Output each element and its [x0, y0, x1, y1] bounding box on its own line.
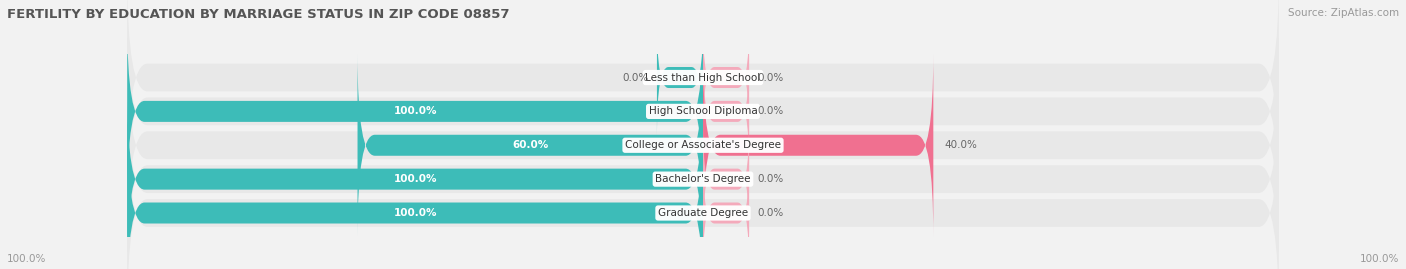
Text: High School Diploma: High School Diploma: [648, 106, 758, 116]
Text: 0.0%: 0.0%: [758, 106, 785, 116]
Text: College or Associate's Degree: College or Associate's Degree: [626, 140, 780, 150]
Text: 100.0%: 100.0%: [394, 174, 437, 184]
Text: 0.0%: 0.0%: [621, 73, 648, 83]
Text: Less than High School: Less than High School: [645, 73, 761, 83]
FancyBboxPatch shape: [127, 122, 703, 269]
Text: Source: ZipAtlas.com: Source: ZipAtlas.com: [1288, 8, 1399, 18]
FancyBboxPatch shape: [127, 20, 703, 203]
FancyBboxPatch shape: [357, 54, 703, 236]
Text: 100.0%: 100.0%: [394, 208, 437, 218]
FancyBboxPatch shape: [703, 156, 749, 269]
FancyBboxPatch shape: [703, 54, 749, 169]
FancyBboxPatch shape: [127, 7, 1279, 216]
Text: 0.0%: 0.0%: [758, 174, 785, 184]
Text: 40.0%: 40.0%: [945, 140, 977, 150]
FancyBboxPatch shape: [127, 41, 1279, 250]
Text: 60.0%: 60.0%: [512, 140, 548, 150]
FancyBboxPatch shape: [127, 75, 1279, 269]
Text: 0.0%: 0.0%: [758, 73, 785, 83]
Text: Bachelor's Degree: Bachelor's Degree: [655, 174, 751, 184]
Text: 100.0%: 100.0%: [7, 254, 46, 264]
Text: 100.0%: 100.0%: [1360, 254, 1399, 264]
Text: 0.0%: 0.0%: [758, 208, 785, 218]
FancyBboxPatch shape: [127, 0, 1279, 182]
FancyBboxPatch shape: [703, 20, 749, 135]
FancyBboxPatch shape: [127, 108, 1279, 269]
Text: Graduate Degree: Graduate Degree: [658, 208, 748, 218]
Text: 100.0%: 100.0%: [394, 106, 437, 116]
FancyBboxPatch shape: [703, 122, 749, 236]
FancyBboxPatch shape: [703, 54, 934, 236]
FancyBboxPatch shape: [657, 20, 703, 135]
Text: FERTILITY BY EDUCATION BY MARRIAGE STATUS IN ZIP CODE 08857: FERTILITY BY EDUCATION BY MARRIAGE STATU…: [7, 8, 509, 21]
FancyBboxPatch shape: [127, 88, 703, 269]
